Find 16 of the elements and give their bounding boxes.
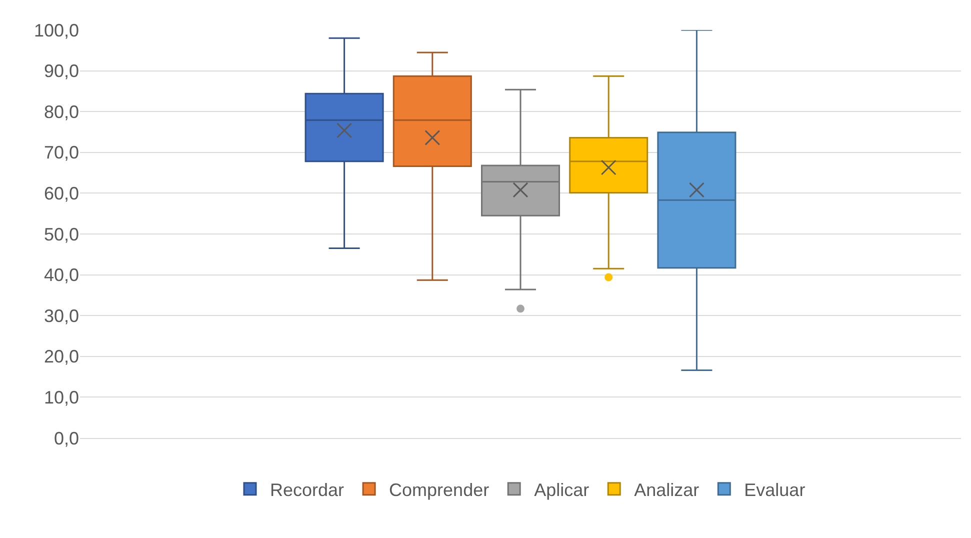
legend-label: Analizar <box>634 480 700 500</box>
y-tick-label: 10,0 <box>44 388 79 408</box>
legend-label: Recordar <box>270 480 344 500</box>
y-tick-label: 90,0 <box>44 61 79 82</box>
legend-label: Comprender <box>389 480 490 500</box>
y-tick-label: 0,0 <box>54 428 79 448</box>
y-tick-label: 100,0 <box>34 20 79 40</box>
y-tick-label: 20,0 <box>44 346 79 367</box>
legend-label: Aplicar <box>534 480 590 500</box>
y-tick-label: 80,0 <box>44 102 79 122</box>
y-tick-label: 30,0 <box>44 306 79 326</box>
y-tick-label: 50,0 <box>44 224 79 244</box>
y-tick-label: 60,0 <box>44 184 79 204</box>
y-tick-label: 70,0 <box>44 142 79 163</box>
y-tick-label: 40,0 <box>44 265 79 286</box>
legend-label: Evaluar <box>744 480 806 500</box>
